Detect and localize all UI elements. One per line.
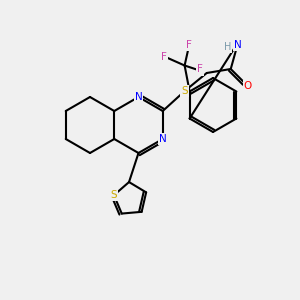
- Text: N: N: [135, 92, 142, 102]
- Text: S: S: [111, 190, 117, 200]
- Text: O: O: [244, 81, 252, 91]
- Text: N: N: [159, 134, 166, 144]
- Text: H: H: [224, 42, 231, 52]
- Text: F: F: [186, 40, 192, 50]
- Text: S: S: [182, 86, 188, 96]
- Text: F: F: [161, 52, 167, 62]
- Text: F: F: [197, 64, 203, 74]
- Text: N: N: [234, 40, 242, 50]
